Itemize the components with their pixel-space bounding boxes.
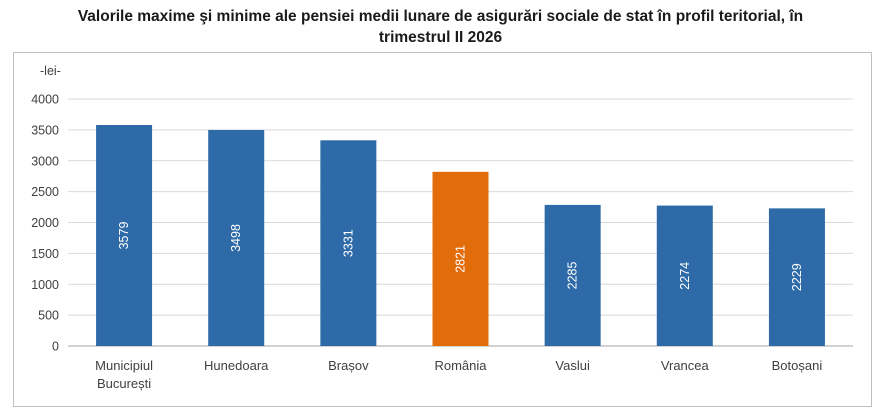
data-label: 2821 bbox=[454, 245, 468, 273]
y-tick-label: 3500 bbox=[31, 123, 59, 137]
category-label: București bbox=[97, 376, 151, 391]
unit-label: -lei- bbox=[40, 64, 61, 78]
category-label: Brașov bbox=[328, 358, 369, 373]
data-label: 3579 bbox=[117, 222, 131, 250]
bar bbox=[656, 205, 713, 346]
y-tick-label: 2000 bbox=[31, 216, 59, 230]
chart-title-line-1: Valorile maxime şi minime ale pensiei me… bbox=[77, 8, 804, 25]
category-label: Hunedoara bbox=[204, 358, 269, 373]
y-tick-label: 500 bbox=[38, 309, 59, 323]
chart-title-line-2: trimestrul II 2026 bbox=[378, 29, 503, 46]
category-label: Vrancea bbox=[661, 358, 710, 373]
data-label: 2274 bbox=[678, 262, 692, 290]
bar bbox=[96, 124, 153, 346]
category-label: România bbox=[434, 358, 487, 373]
data-label: 3331 bbox=[341, 229, 355, 257]
y-tick-label: 1000 bbox=[31, 278, 59, 292]
category-label: Municipiul bbox=[95, 358, 153, 373]
bar bbox=[320, 140, 377, 346]
y-tick-label: 4000 bbox=[31, 93, 59, 107]
bar bbox=[544, 204, 601, 346]
data-label: 3498 bbox=[229, 224, 243, 252]
chart-title: Valorile maxime şi minime ale pensiei me… bbox=[0, 6, 881, 48]
chart-frame bbox=[13, 52, 872, 407]
y-tick-label: 3000 bbox=[31, 154, 59, 168]
category-label: Vaslui bbox=[555, 358, 590, 373]
bar bbox=[208, 129, 265, 346]
y-tick-label: 1500 bbox=[31, 247, 59, 261]
y-tick-label: 0 bbox=[52, 340, 59, 354]
category-label: Botoșani bbox=[772, 358, 823, 373]
data-label: 2285 bbox=[566, 262, 580, 290]
bar bbox=[768, 208, 825, 346]
data-label: 2229 bbox=[790, 263, 804, 291]
y-tick-label: 2500 bbox=[31, 185, 59, 199]
bar bbox=[432, 171, 489, 346]
